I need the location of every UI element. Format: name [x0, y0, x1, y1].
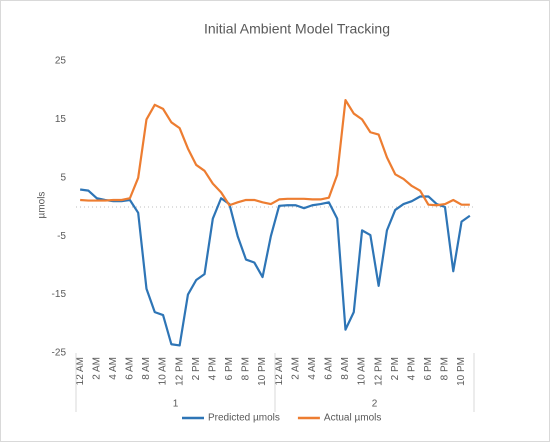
y-tick-label: -5 [57, 231, 66, 242]
x-tick-label: 2 AM [290, 357, 301, 380]
x-tick-label: 12 AM [274, 357, 285, 385]
x-tick-label: 12 PM [174, 357, 185, 386]
x-tick-label: 6 PM [224, 357, 235, 380]
legend-label: Predicted µmols [208, 413, 280, 424]
x-tick-label: 8 PM [440, 357, 451, 380]
x-tick-label: 2 AM [91, 357, 102, 380]
x-tick-label: 4 PM [406, 357, 417, 380]
x-tick-label: 4 AM [307, 357, 318, 380]
chart-title: Initial Ambient Model Tracking [204, 21, 390, 37]
x-tick-label: 12 PM [373, 357, 384, 386]
x-tick-label: 8 AM [340, 357, 351, 380]
y-tick-label: -15 [52, 289, 67, 300]
y-axis-label: µmols [37, 192, 48, 219]
x-tick-label: 6 AM [125, 357, 136, 380]
x-tick-label: 10 AM [357, 357, 368, 385]
group-label: 1 [173, 399, 179, 410]
x-tick-label: 8 AM [141, 357, 152, 380]
y-tick-label: 25 [55, 56, 67, 67]
x-tick-label: 2 PM [390, 357, 401, 380]
x-tick-label: 4 AM [108, 357, 119, 380]
x-tick-label: 2 PM [191, 357, 202, 380]
series-line [80, 99, 470, 207]
x-tick-label: 6 AM [324, 357, 335, 380]
x-tick-label: 8 PM [241, 357, 252, 380]
y-tick-label: 15 [55, 114, 67, 125]
x-tick-label: 10 PM [257, 357, 268, 386]
x-tick-label: 12 AM [75, 357, 86, 385]
x-tick-label: 10 PM [456, 357, 467, 386]
y-tick-label: -25 [52, 348, 67, 359]
y-tick-label: 5 [60, 172, 66, 183]
group-label: 2 [372, 399, 378, 410]
x-tick-label: 6 PM [423, 357, 434, 380]
legend-label: Actual µmols [324, 413, 381, 424]
series-line [79, 188, 471, 347]
x-tick-label: 4 PM [207, 357, 218, 380]
x-tick-label: 10 AM [158, 357, 169, 385]
